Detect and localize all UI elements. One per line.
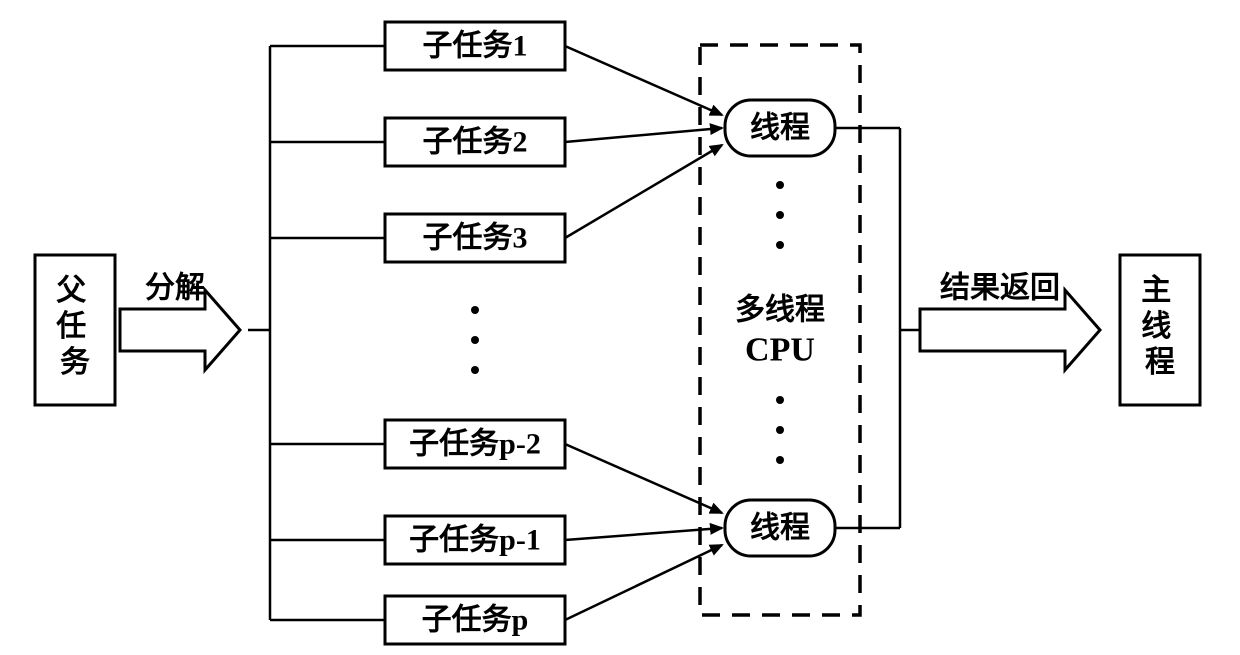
parent-task-label: 父 任 务 — [55, 274, 94, 379]
subtask-p: 子任务p — [385, 596, 565, 644]
svg-text:子任务1: 子任务1 — [423, 30, 528, 63]
subtask-1: 子任务1 — [385, 22, 565, 70]
return-label: 结果返回 — [940, 272, 1060, 305]
subtask-2: 子任务2 — [385, 118, 565, 166]
decompose-label: 分解 — [145, 272, 205, 305]
thread-top: 线程 — [725, 100, 835, 156]
cpu-label-line1: 多线程 — [735, 294, 825, 327]
bracket — [248, 46, 385, 620]
subtask-ellipsis — [471, 306, 479, 374]
subtask-p-2: 子任务p-2 — [385, 420, 565, 468]
svg-text:子任务3: 子任务3 — [423, 222, 528, 255]
thread-to-return-lines — [835, 128, 920, 528]
cpu-ellipsis-top — [776, 181, 784, 249]
svg-text:线程: 线程 — [750, 512, 810, 545]
svg-text:线程: 线程 — [750, 112, 810, 145]
svg-text:子任务2: 子任务2 — [423, 126, 528, 159]
svg-text:子任务p: 子任务p — [422, 604, 529, 637]
cpu-ellipsis-bottom — [776, 396, 784, 464]
svg-text:子任务p-2: 子任务p-2 — [409, 428, 541, 461]
cpu-label-line2: CPU — [745, 332, 815, 369]
subtask-p-1: 子任务p-1 — [385, 516, 565, 564]
main-thread-label: 主 线 程 — [1141, 274, 1179, 379]
subtask-3: 子任务3 — [385, 214, 565, 262]
svg-text:子任务p-1: 子任务p-1 — [409, 524, 541, 557]
thread-bottom: 线程 — [725, 500, 835, 556]
